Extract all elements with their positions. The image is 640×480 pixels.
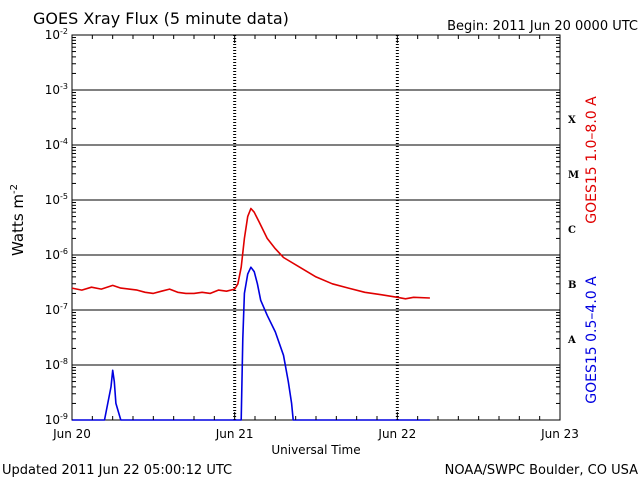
x-tick-label: Jun 20 bbox=[52, 427, 91, 441]
x-tick-label: Jun 22 bbox=[377, 427, 416, 441]
legend-long-channel: GOES15 1.0–8.0 A bbox=[584, 96, 600, 224]
grid bbox=[72, 34, 560, 421]
y-tick-base: 10 bbox=[45, 83, 60, 97]
y-tick-base: 10 bbox=[45, 303, 60, 317]
y-tick-label: 10-4 bbox=[45, 137, 68, 152]
y-tick-exp: -4 bbox=[60, 137, 68, 146]
x-axis-label: Universal Time bbox=[271, 443, 360, 457]
y-tick-exp: -8 bbox=[60, 357, 68, 366]
y-tick-exp: -7 bbox=[60, 302, 68, 311]
x-tick-label: Jun 23 bbox=[540, 427, 579, 441]
flare-class-label: A bbox=[567, 335, 576, 346]
begin-label: Begin: 2011 Jun 20 0000 UTC bbox=[447, 19, 638, 34]
updated-timestamp: Updated 2011 Jun 22 05:00:12 UTC bbox=[2, 463, 232, 478]
flare-class-label: M bbox=[568, 170, 579, 181]
flare-class-label: B bbox=[568, 280, 576, 291]
y-tick-base: 10 bbox=[45, 193, 60, 207]
y-tick-exp: -5 bbox=[60, 192, 68, 201]
y-tick-exp: -9 bbox=[60, 412, 68, 421]
flare-class-label: C bbox=[568, 225, 576, 236]
y-tick-label: 10-8 bbox=[45, 357, 68, 372]
series-layer bbox=[71, 207, 430, 421]
y-tick-base: 10 bbox=[45, 28, 60, 42]
series-long-channel-line bbox=[71, 207, 430, 300]
legend-short-channel: GOES15 0.5–4.0 A bbox=[584, 276, 600, 404]
plot-frame bbox=[71, 34, 561, 421]
y-axis-label-exp: -2 bbox=[9, 184, 20, 194]
y-tick-base: 10 bbox=[45, 138, 60, 152]
y-axis-label-base: Watts m bbox=[9, 194, 27, 256]
series-short-channel-line bbox=[72, 266, 430, 421]
y-tick-label: 10-7 bbox=[45, 302, 68, 317]
y-tick-label: 10-3 bbox=[45, 82, 68, 97]
y-tick-exp: -2 bbox=[60, 27, 68, 36]
y-tick-label: 10-9 bbox=[45, 412, 68, 427]
chart-title: GOES Xray Flux (5 minute data) bbox=[33, 9, 289, 28]
y-tick-base: 10 bbox=[45, 358, 60, 372]
y-tick-exp: -3 bbox=[60, 82, 68, 91]
y-tick-base: 10 bbox=[45, 413, 60, 427]
flare-class-label: X bbox=[568, 115, 576, 126]
credit-label: NOAA/SWPC Boulder, CO USA bbox=[445, 463, 638, 478]
y-tick-base: 10 bbox=[45, 248, 60, 262]
x-tick-label: Jun 21 bbox=[215, 427, 254, 441]
y-tick-label: 10-2 bbox=[45, 27, 68, 42]
y-tick-exp: -6 bbox=[60, 247, 68, 256]
y-tick-label: 10-5 bbox=[45, 192, 68, 207]
y-axis-label: Watts m-2 bbox=[9, 184, 27, 256]
y-tick-label: 10-6 bbox=[45, 247, 68, 262]
